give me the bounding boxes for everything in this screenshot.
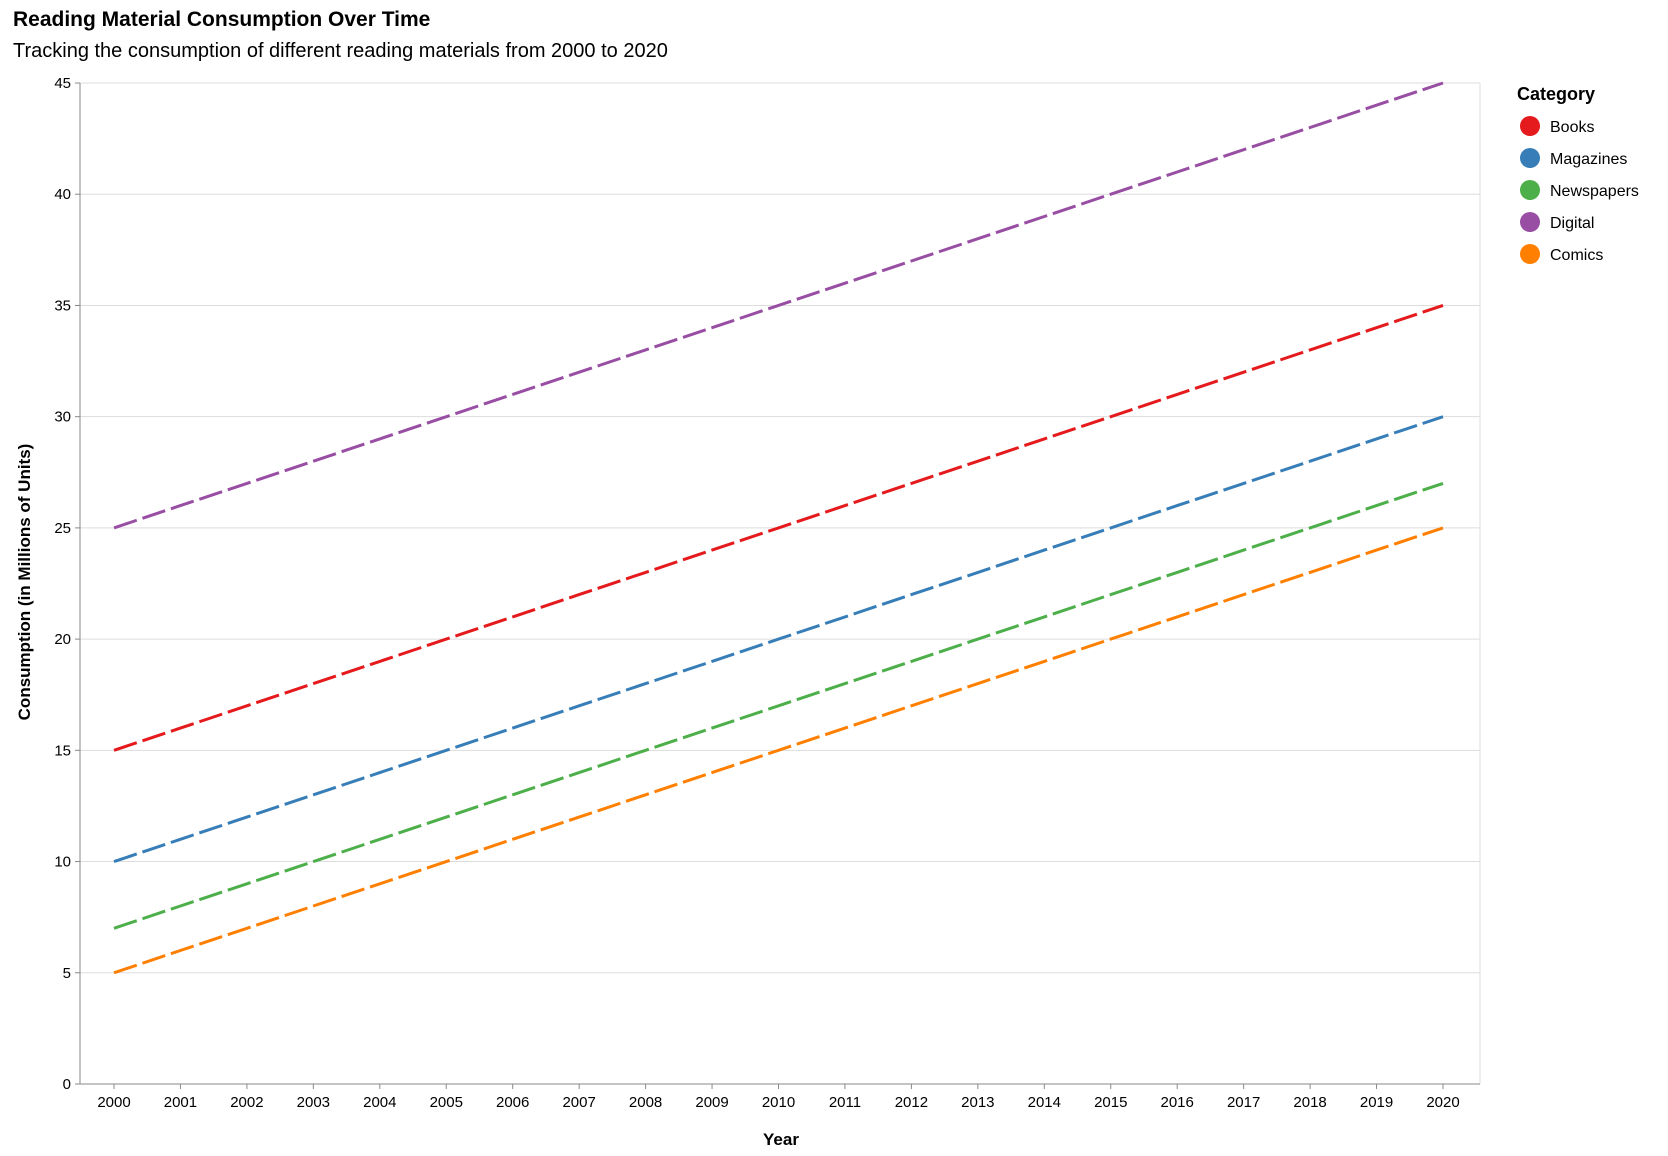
y-tick-label: 10	[54, 854, 71, 871]
legend-label-comics: Comics	[1550, 247, 1603, 264]
x-tick-label: 2013	[961, 1094, 994, 1111]
series-line-comics	[113, 526, 1444, 975]
y-tick-label: 25	[54, 520, 71, 537]
series-line-books	[113, 303, 1444, 752]
legend-label-magazines: Magazines	[1550, 151, 1627, 168]
y-tick-label: 40	[54, 186, 71, 203]
x-tick-label: 2003	[297, 1094, 330, 1111]
x-tick-label: 2007	[562, 1094, 595, 1111]
y-tick-label: 20	[54, 631, 71, 648]
x-tick-label: 2008	[629, 1094, 662, 1111]
y-axis-title: Consumption (in Millions of Units)	[15, 444, 34, 721]
series-line-newspapers	[113, 481, 1444, 930]
x-axis-title: Year	[763, 1130, 799, 1149]
chart-subtitle: Tracking the consumption of different re…	[13, 40, 668, 62]
legend-swatch-newspapers	[1520, 180, 1540, 200]
x-tick-label: 2006	[496, 1094, 529, 1111]
x-tick-label: 2018	[1293, 1094, 1326, 1111]
x-tick-label: 2004	[363, 1094, 396, 1111]
legend-title: Category	[1517, 84, 1595, 104]
y-tick-label: 0	[63, 1076, 71, 1093]
x-tick-label: 2014	[1028, 1094, 1061, 1111]
gridlines	[80, 82, 1481, 1085]
y-tick-label: 45	[54, 75, 71, 92]
y-tick-label: 15	[54, 742, 71, 759]
legend-swatch-comics	[1520, 244, 1540, 264]
y-tick-label: 30	[54, 409, 71, 426]
x-tick-label: 2000	[97, 1094, 130, 1111]
series-line-digital	[113, 81, 1444, 530]
x-tick-label: 2011	[829, 1094, 861, 1111]
x-tick-label: 2017	[1227, 1094, 1260, 1111]
x-tick-label: 2009	[695, 1094, 728, 1111]
y-tick-label: 5	[63, 965, 71, 982]
y-axis: 0 5 10 15 20 25 30 35 40 45	[54, 75, 81, 1093]
chart-title: Reading Material Consumption Over Time	[13, 8, 431, 31]
x-tick-label: 2010	[762, 1094, 795, 1111]
x-tick-label: 2005	[430, 1094, 463, 1111]
x-tick-label: 2002	[230, 1094, 263, 1111]
legend-swatch-magazines	[1520, 148, 1540, 168]
x-tick-label: 2001	[164, 1094, 197, 1111]
series-line-magazines	[113, 415, 1444, 864]
series-lines	[113, 81, 1444, 975]
x-tick-label: 2016	[1161, 1094, 1194, 1111]
legend-label-books: Books	[1550, 119, 1594, 136]
x-tick-label: 2012	[895, 1094, 928, 1111]
legend: Category Books Magazines Newspapers Digital…	[1517, 84, 1639, 264]
legend-swatch-digital	[1520, 212, 1540, 232]
legend-label-digital: Digital	[1550, 215, 1594, 232]
y-tick-label: 35	[54, 297, 71, 314]
legend-swatch-books	[1520, 116, 1540, 136]
legend-label-newspapers: Newspapers	[1550, 183, 1639, 200]
x-tick-label: 2019	[1360, 1094, 1393, 1111]
x-tick-label: 2020	[1426, 1094, 1459, 1111]
x-axis: 2000 2001 2002 2003 2004 2005 2006 2007 2008 2009…	[80, 1083, 1480, 1111]
x-tick-label: 2015	[1094, 1094, 1127, 1111]
